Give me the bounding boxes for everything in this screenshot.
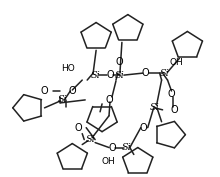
Text: O: O bbox=[140, 123, 148, 133]
Text: Si: Si bbox=[122, 143, 132, 152]
Text: OH: OH bbox=[101, 157, 115, 166]
Text: O: O bbox=[106, 70, 114, 80]
Text: Si: Si bbox=[90, 71, 100, 80]
Text: Si: Si bbox=[115, 71, 125, 80]
Text: O: O bbox=[108, 142, 116, 153]
Text: OH: OH bbox=[170, 58, 183, 67]
Text: O: O bbox=[142, 68, 150, 78]
Text: HO: HO bbox=[61, 64, 75, 73]
Text: O: O bbox=[168, 89, 175, 99]
Text: O: O bbox=[115, 57, 123, 67]
Text: Si: Si bbox=[160, 69, 169, 78]
Text: O: O bbox=[74, 123, 82, 133]
Text: O: O bbox=[105, 95, 113, 105]
Text: Si: Si bbox=[150, 103, 160, 112]
Text: Si: Si bbox=[57, 95, 67, 104]
Text: Si: Si bbox=[85, 135, 95, 144]
Text: O: O bbox=[68, 86, 76, 96]
Text: O: O bbox=[41, 86, 48, 96]
Text: O: O bbox=[171, 105, 178, 115]
